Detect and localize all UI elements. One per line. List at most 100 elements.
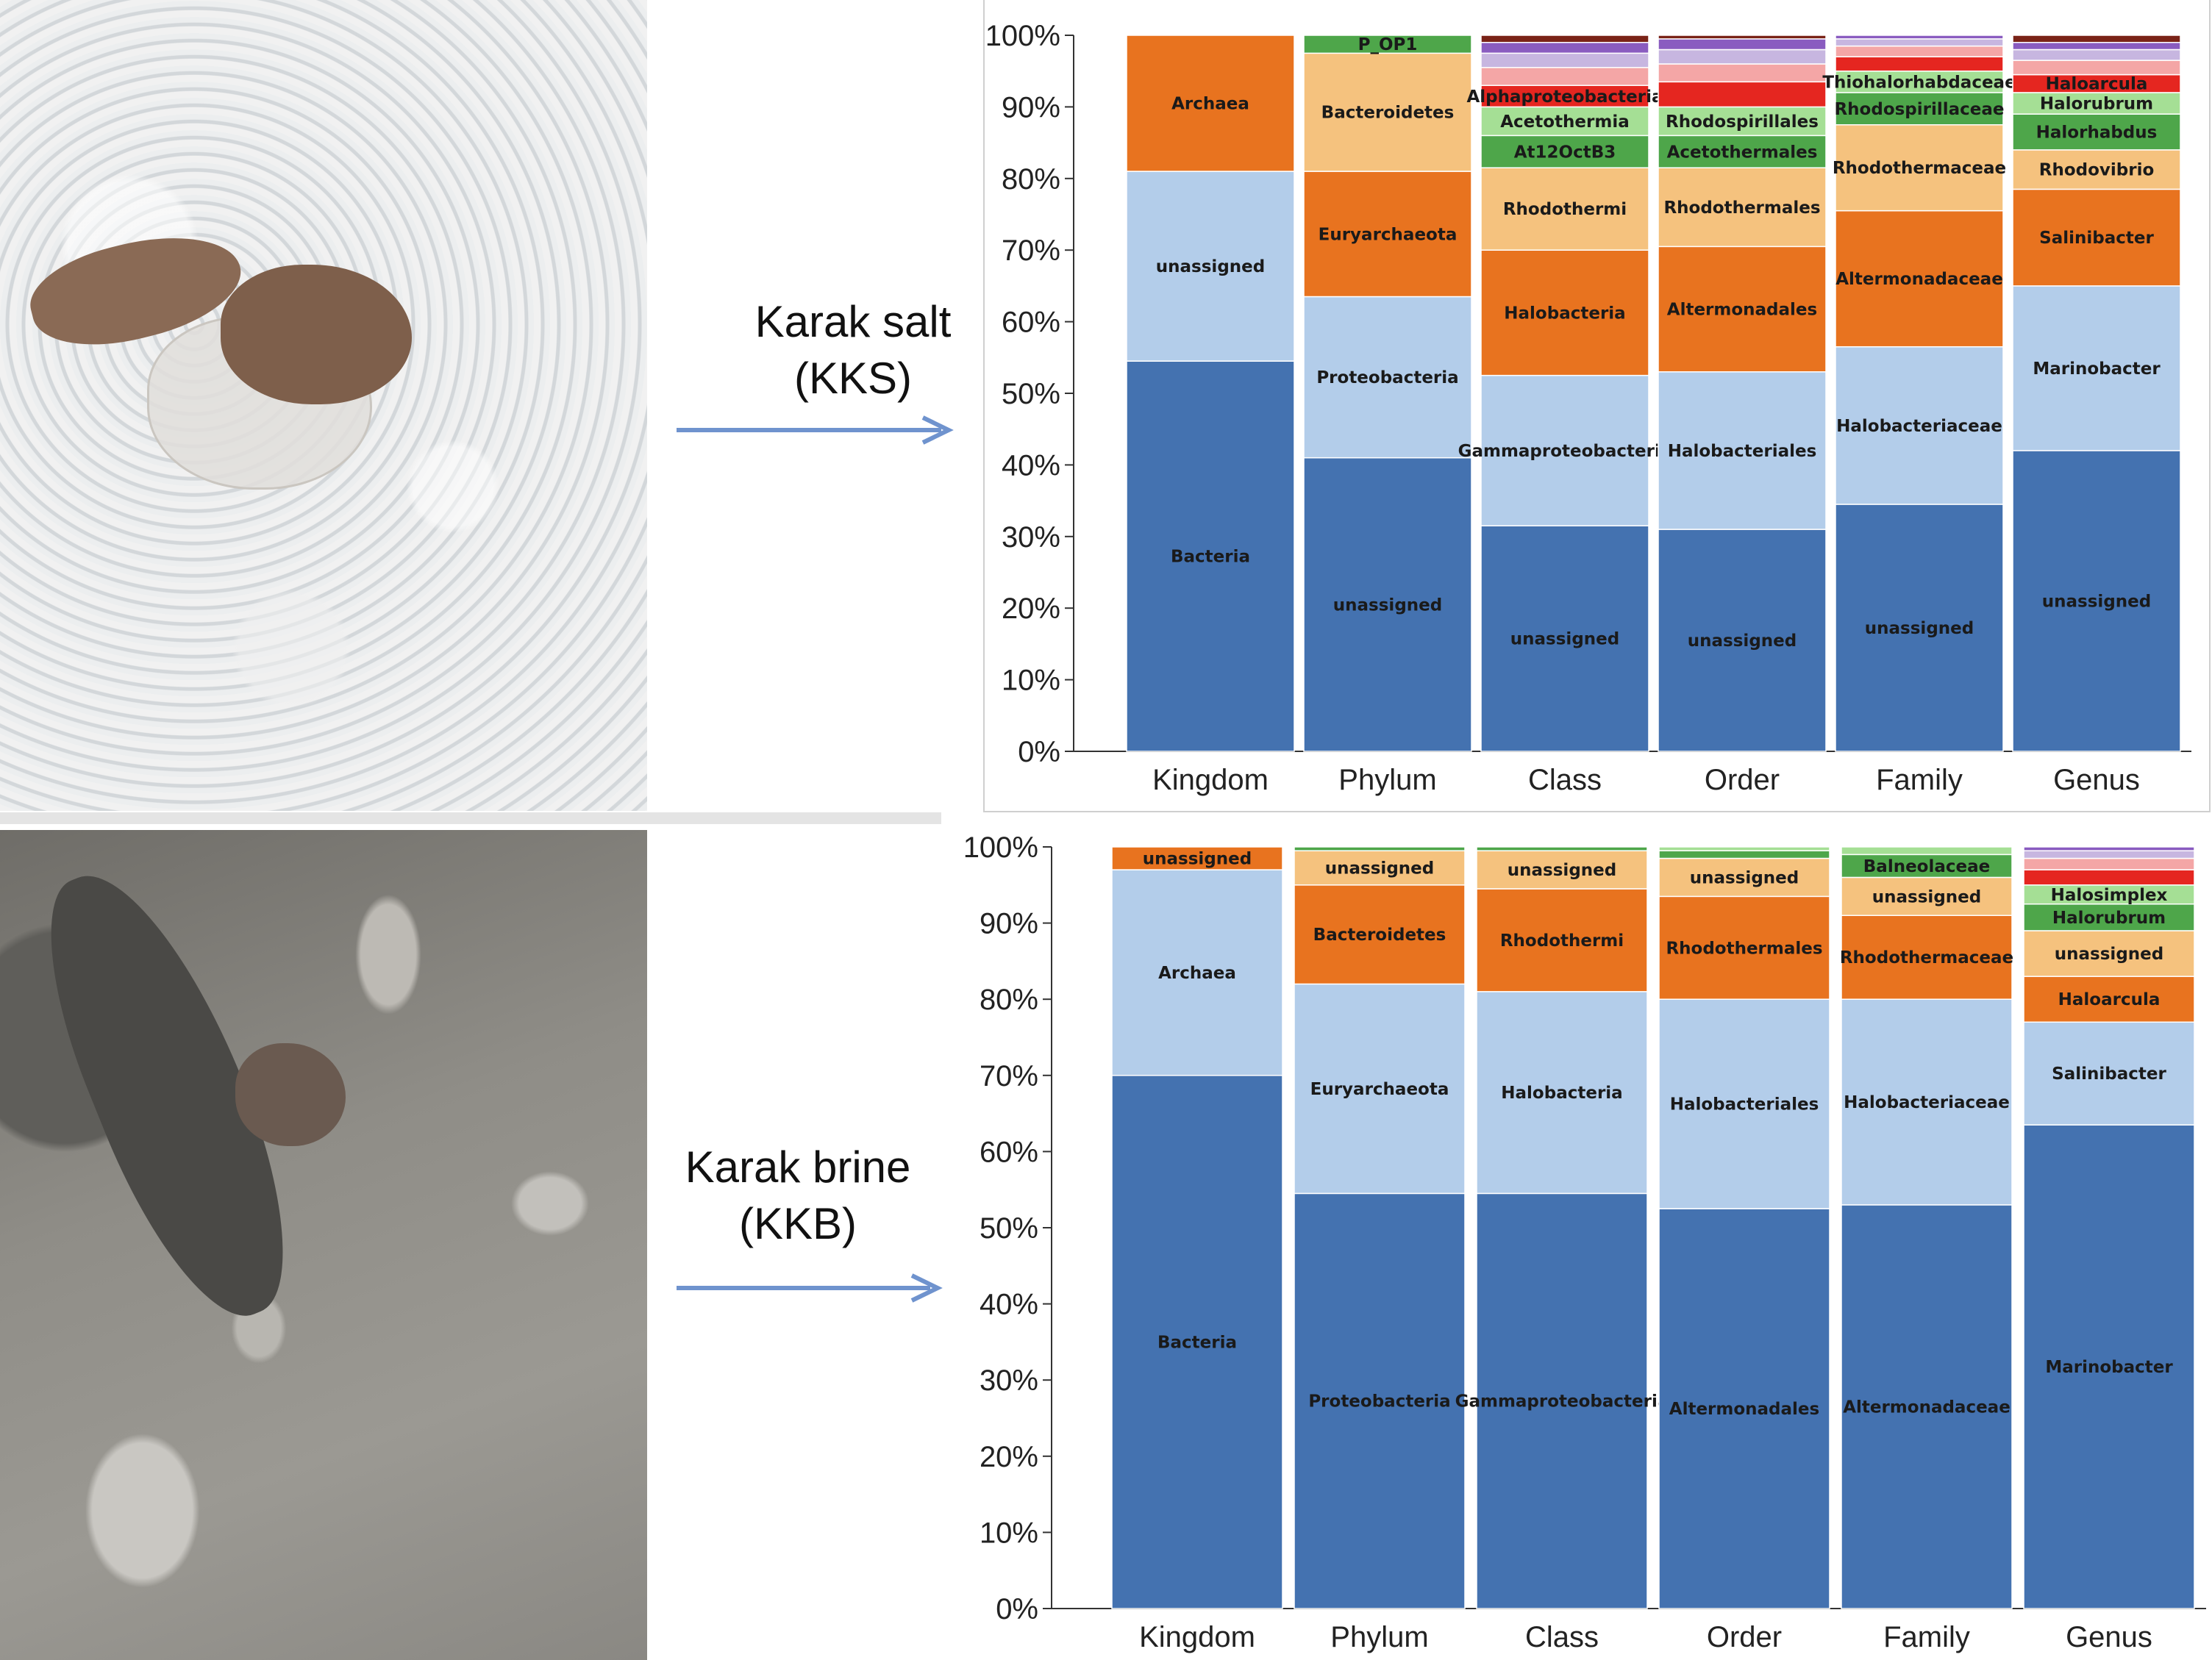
salt-segment-label: Alphaproteobacteria bbox=[1466, 87, 1663, 107]
salt-segment-label: Bacteria bbox=[1171, 548, 1250, 567]
salt-bar-segment bbox=[1480, 135, 1649, 168]
salt-segment-label: Halorubrum bbox=[2040, 95, 2153, 114]
salt-category-label: Phylum bbox=[1338, 764, 1436, 796]
brine-bar-segment bbox=[1294, 1192, 1466, 1609]
brine-segment-label: unassigned bbox=[1508, 861, 1616, 880]
salt-bar-segment bbox=[2012, 60, 2181, 76]
brine-segment-label: Proteobacteria bbox=[1308, 1392, 1450, 1412]
salt-bar-segment bbox=[1835, 504, 2004, 752]
salt-bar-segment bbox=[1480, 106, 1649, 137]
brine-segment-label: Altermonadaceae bbox=[1843, 1398, 2011, 1417]
salt-segment-label: Marinobacter bbox=[2033, 359, 2161, 379]
brine-category-label: Order bbox=[1707, 1621, 1782, 1653]
brine-bar-segment bbox=[2023, 850, 2195, 859]
brine-y-tick-label: 100% bbox=[963, 831, 1038, 864]
salt-arrow-head bbox=[921, 415, 954, 445]
salt-segment-label: At12OctB3 bbox=[1514, 143, 1616, 162]
brine-bar-segment bbox=[1294, 846, 1466, 851]
salt-bar-segment bbox=[1835, 45, 2004, 57]
panel-divider bbox=[0, 812, 941, 824]
salt-segment-label: Rhodospirillales bbox=[1666, 112, 1819, 132]
brine-bar-segment bbox=[1841, 915, 2013, 1000]
salt-chart-frame bbox=[983, 0, 2211, 812]
salt-segment-label: Rhodovibrio bbox=[2039, 161, 2155, 180]
brine-segment-label: unassigned bbox=[2055, 945, 2163, 964]
salt-y-tick-label: 0% bbox=[1018, 736, 1060, 768]
brine-bar-segment bbox=[2023, 857, 2195, 870]
salt-y-tick-label: 70% bbox=[1002, 235, 1060, 267]
salt-bar-segment bbox=[2012, 41, 2181, 51]
salt-segment-label: Salinibacter bbox=[2039, 229, 2154, 248]
salt-bar-segment bbox=[1658, 246, 1827, 373]
salt-segment-label: Rhodothermaceae bbox=[1833, 159, 2006, 178]
salt-segment-label: Gammaproteobacteria bbox=[1458, 442, 1672, 461]
brine-segment-label: unassigned bbox=[1325, 859, 1434, 878]
salt-segment-label: unassigned bbox=[1333, 595, 1442, 615]
salt-segment-label: Acetothermales bbox=[1667, 143, 1818, 162]
salt-segment-label: Rhodothermi bbox=[1503, 200, 1627, 219]
salt-y-tick-label: 50% bbox=[1002, 378, 1060, 410]
brine-bar-segment bbox=[1294, 850, 1466, 886]
brine-segment-label: Balneolaceae bbox=[1863, 857, 1990, 876]
brine-segment-label: Gammaproteobacteria bbox=[1455, 1392, 1669, 1412]
salt-y-tick-label: 40% bbox=[1002, 449, 1060, 482]
hand-shape bbox=[221, 265, 412, 404]
brine-y-tick-label: 70% bbox=[980, 1060, 1038, 1092]
brine-bar-segment bbox=[2023, 903, 2195, 931]
salt-bar-segment bbox=[2012, 92, 2181, 115]
salt-bar-segment bbox=[1303, 171, 1472, 298]
salt-segment-label: Halobacteria bbox=[1504, 304, 1625, 323]
salt-bar-segment bbox=[1658, 38, 1827, 51]
salt-bar-segment bbox=[2012, 188, 2181, 287]
salt-segment-label: Halobacteriaceae bbox=[1836, 417, 2002, 436]
salt-composition-chart: 0% 10% 20% 30% 40% 50% 60% 70% 80% 90% 100% Bacteri… bbox=[985, 20, 2191, 796]
brine-bar-segment bbox=[2023, 930, 2195, 977]
brine-segment-label: Marinobacter bbox=[2045, 1358, 2173, 1377]
brine-segment-label: Rhodothermaceae bbox=[1840, 948, 2013, 967]
brine-segment-label: unassigned bbox=[1690, 868, 1799, 887]
salt-bar-segment bbox=[1480, 35, 1649, 43]
brine-bar-segment bbox=[1658, 846, 1830, 851]
salt-y-tick-label: 30% bbox=[1002, 521, 1060, 554]
brine-composition-chart: 0% 10% 20% 30% 40% 50% 60% 70% 80% 90% 100% Bacteri… bbox=[963, 831, 2206, 1653]
salt-category-label: Family bbox=[1876, 764, 1963, 796]
brine-bar-segment bbox=[1111, 869, 1283, 1076]
brine-category-label: Phylum bbox=[1330, 1621, 1428, 1653]
brine-caption-line2: (KKB) bbox=[738, 1198, 857, 1248]
salt-y-tick-label: 80% bbox=[1002, 163, 1060, 196]
salt-y-tick-label: 10% bbox=[1002, 665, 1060, 697]
salt-bar-segment bbox=[1835, 346, 2004, 505]
brine-y-tick-label: 40% bbox=[980, 1289, 1038, 1321]
salt-caption-line1: Karak salt bbox=[754, 297, 952, 346]
brine-bar-segment bbox=[1658, 857, 1830, 898]
brine-y-tick-label: 30% bbox=[980, 1364, 1038, 1397]
salt-segment-label: Proteobacteria bbox=[1316, 368, 1458, 387]
brine-segment-label: Halobacteriaceae bbox=[1844, 1093, 2010, 1112]
salt-y-tick-label: 60% bbox=[1002, 307, 1060, 339]
salt-segment-label: Altermonadaceae bbox=[1835, 270, 2003, 289]
brine-segment-label: unassigned bbox=[1143, 850, 1252, 869]
brine-y-tick-label: 90% bbox=[980, 908, 1038, 940]
salt-bar-segment bbox=[1480, 249, 1649, 376]
salt-category-label: Genus bbox=[2053, 764, 2140, 796]
salt-bar-segment bbox=[1303, 296, 1472, 459]
salt-segment-label: Halobacteriales bbox=[1668, 442, 1817, 461]
brine-bar-segment bbox=[2023, 869, 2195, 886]
brine-y-tick-label: 60% bbox=[980, 1136, 1038, 1168]
brine-bar-segment bbox=[1111, 846, 1283, 870]
salt-bar-segment bbox=[1480, 374, 1649, 526]
brine-bar-segment bbox=[1658, 1208, 1830, 1609]
salt-bar-segment bbox=[1658, 106, 1827, 137]
brine-segment-label: Bacteroidetes bbox=[1313, 926, 1446, 945]
salt-bar-segment bbox=[1126, 360, 1295, 752]
brine-bar-segment bbox=[1841, 1204, 2013, 1609]
salt-caption-line2: (KKS) bbox=[793, 353, 913, 403]
salt-bar-segment bbox=[2012, 149, 2181, 190]
salt-segment-label: Rhodothermales bbox=[1663, 198, 1820, 218]
salt-y-tick-label: 100% bbox=[985, 20, 1060, 52]
salt-segment-label: P_OP1 bbox=[1358, 35, 1418, 54]
brine-sampling-photo bbox=[0, 830, 647, 1660]
brine-segment-label: unassigned bbox=[1872, 887, 1981, 906]
salt-bar-segment bbox=[1658, 529, 1827, 752]
brine-category-label: Family bbox=[1883, 1621, 1970, 1653]
